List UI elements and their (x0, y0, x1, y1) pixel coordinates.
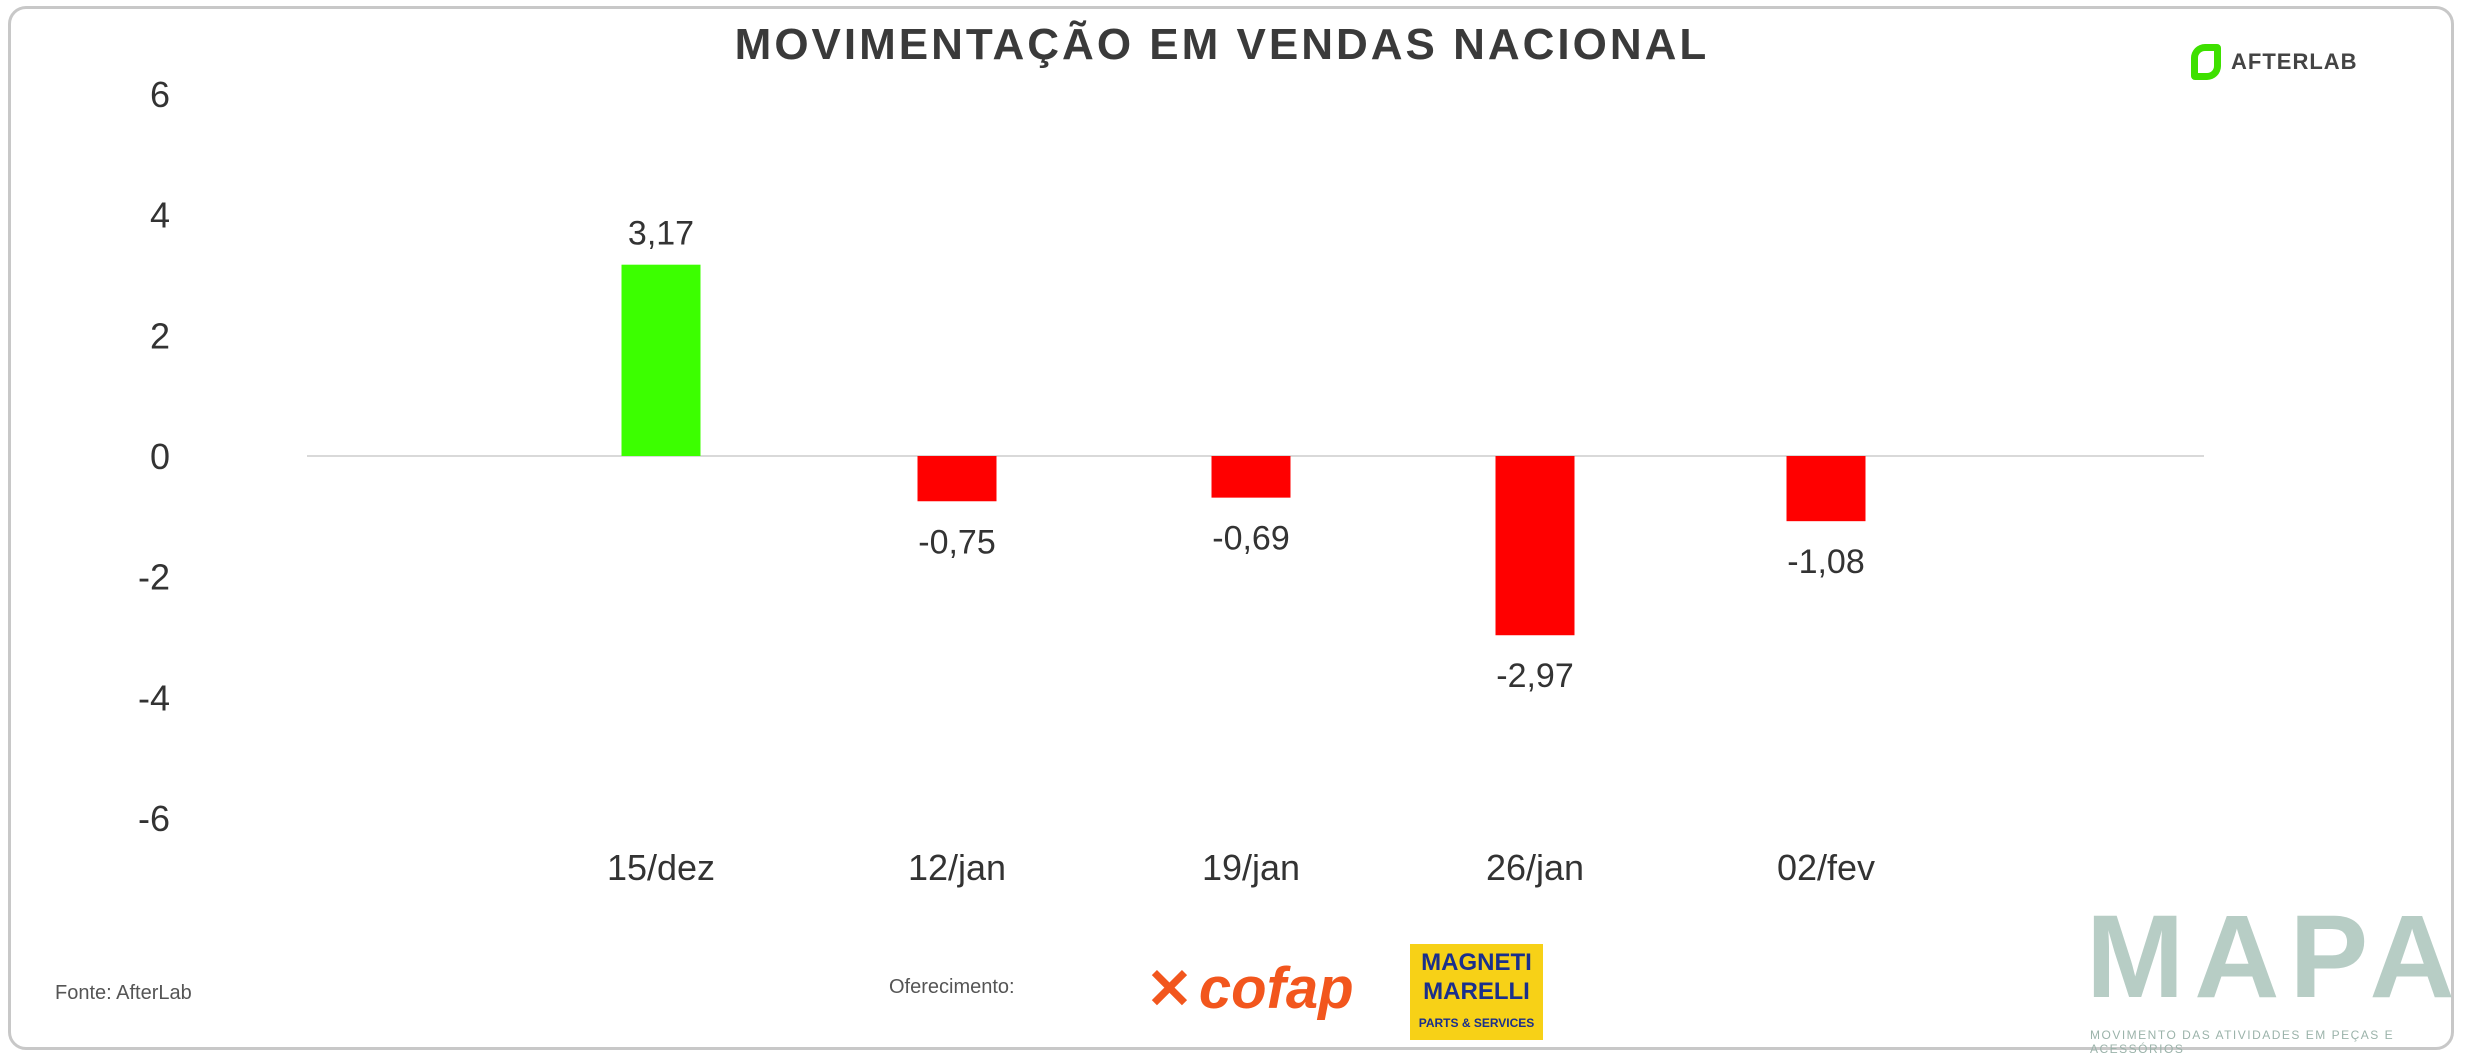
afterlab-logo: AFTERLAB (2191, 44, 2358, 80)
y-tick-label: -6 (138, 798, 170, 839)
x-tick-label: 19/jan (1202, 847, 1300, 888)
magneti-line1: MAGNETI (1421, 949, 1532, 976)
cofap-x-icon: ✕ (1146, 957, 1193, 1020)
cofap-wordmark: cofap (1198, 956, 1354, 1021)
afterlab-logo-text: AFTERLAB (2231, 49, 2358, 74)
x-tick-label: 15/dez (607, 847, 715, 888)
y-tick-label: 2 (150, 315, 170, 356)
chart-title: MOVIMENTAÇÃO EM VENDAS NACIONAL (0, 20, 2468, 70)
mapa-tagline: MOVIMENTO DAS ATIVIDADES EM PEÇAS E ACES… (2090, 1028, 2395, 1056)
y-tick-label: 0 (150, 436, 170, 477)
chart-frame (8, 6, 2454, 1050)
data-label: -0,69 (1212, 520, 1290, 558)
y-tick-label: 6 (150, 74, 170, 115)
y-tick-label: 4 (150, 195, 170, 236)
bar (1211, 456, 1291, 498)
y-tick-label: -2 (138, 557, 170, 598)
sponsor-label: Oferecimento: (889, 976, 1015, 998)
cofap-logo: ✕ cofap (1146, 960, 1354, 1018)
x-tick-label: 12/jan (908, 847, 1006, 888)
data-label: -1,08 (1787, 543, 1865, 581)
data-label: -0,75 (918, 523, 996, 561)
chart-title-text: MOVIMENTAÇÃO EM VENDAS NACIONAL (734, 20, 1710, 69)
x-tick-label: 26/jan (1486, 847, 1584, 888)
bar (621, 264, 701, 456)
bar (1786, 456, 1866, 522)
source-note: Fonte: AfterLab (55, 982, 192, 1004)
magneti-sub: PARTS & SERVICES (1418, 1016, 1535, 1030)
y-tick-label: -4 (138, 677, 170, 718)
data-label: 3,17 (628, 215, 694, 253)
afterlab-logo-icon (2191, 44, 2221, 80)
mapa-logo: MAPA (2086, 891, 2465, 1023)
data-label: -2,97 (1496, 657, 1574, 695)
bar (917, 456, 997, 502)
bar-chart: -6 -4 -2 0 2 4 6 3,17 15/dez -0,75 12/jan -0,69 19/j… (138, 74, 2204, 888)
magneti-line2: MARELLI (1423, 978, 1530, 1005)
x-tick-label: 02/fev (1777, 847, 1875, 888)
bar (1495, 456, 1575, 636)
magneti-marelli-logo: MAGNETI MARELLI PARTS & SERVICES (1410, 944, 1543, 1040)
